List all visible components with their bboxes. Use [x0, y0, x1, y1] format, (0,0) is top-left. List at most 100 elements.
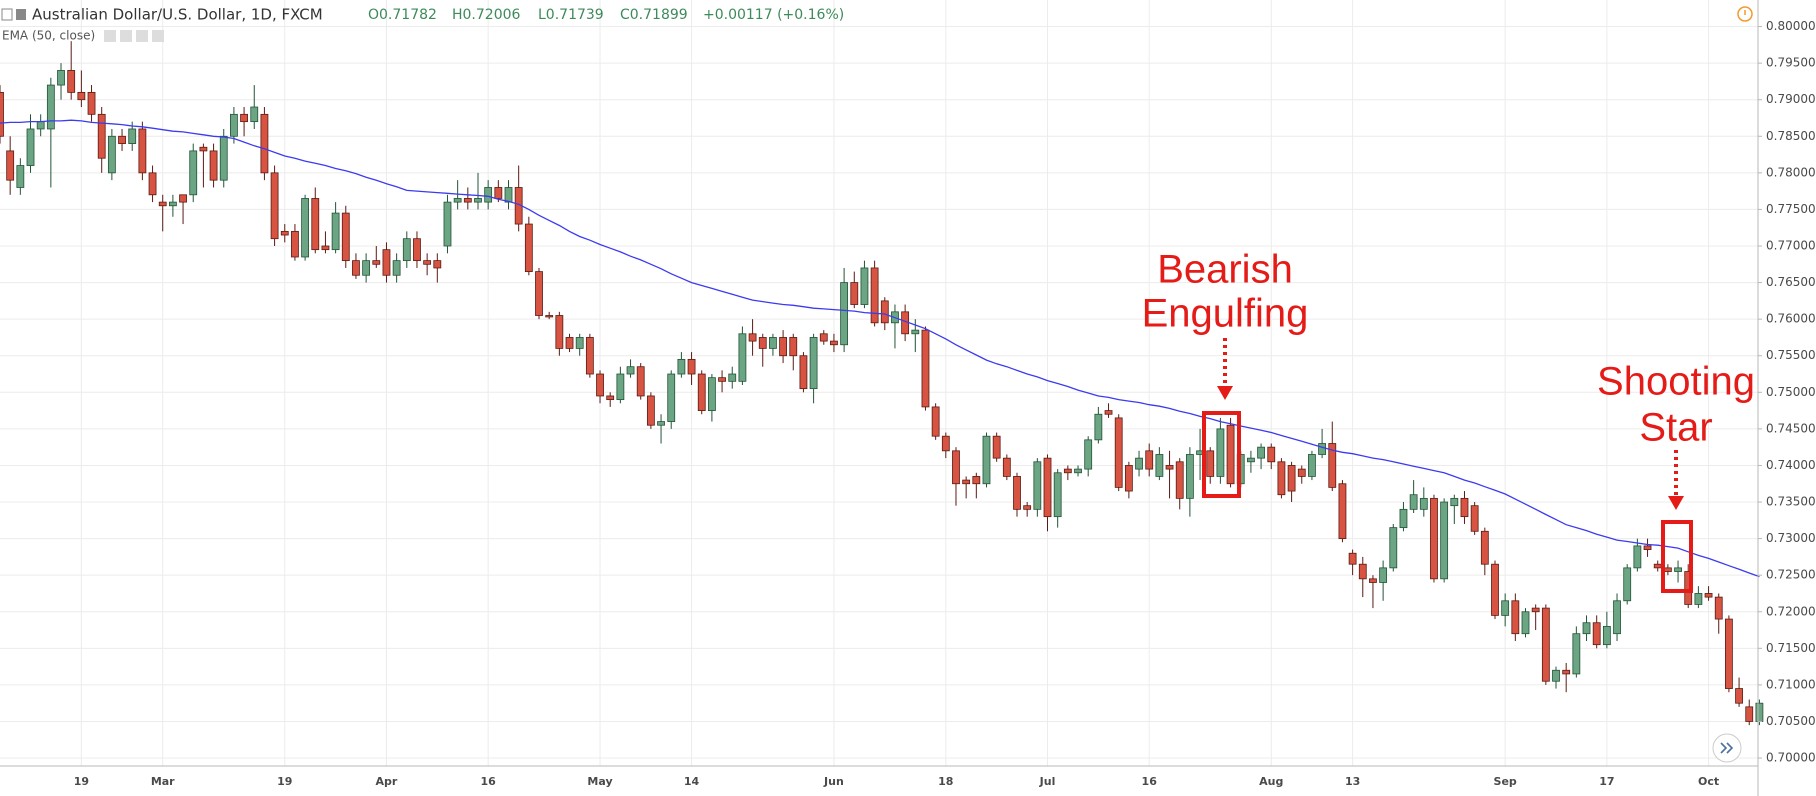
candle-body: [982, 435, 991, 485]
candle-body: [1531, 607, 1540, 613]
annotation: Shooting: [1597, 360, 1755, 404]
high-value: H0.72006: [452, 7, 521, 23]
x-tick-label: 16: [1142, 775, 1158, 788]
candle-body: [1053, 472, 1062, 518]
candle-body: [1511, 600, 1520, 635]
candle-body: [1277, 461, 1286, 496]
y-tick-label: 0.75000: [1766, 385, 1816, 399]
candle-body: [1541, 607, 1550, 682]
candle-body: [1308, 454, 1316, 477]
candle-body: [1409, 494, 1418, 510]
x-tick-label: 18: [938, 775, 953, 788]
candle-body: [1328, 443, 1337, 488]
candle-body: [657, 421, 665, 426]
x-tick-label: 14: [684, 775, 700, 788]
indicator-button[interactable]: [152, 30, 164, 42]
candle-body: [1013, 476, 1021, 510]
annotation: Engulfing: [1142, 292, 1309, 336]
candle-body: [860, 267, 869, 305]
candle-body: [1582, 622, 1591, 635]
candle-body: [1592, 622, 1601, 646]
icon[interactable]: [16, 9, 26, 20]
indicator-button[interactable]: [120, 30, 132, 42]
candle-body: [819, 333, 828, 342]
candle-body: [1552, 669, 1560, 682]
candle-body: [667, 373, 676, 422]
candle-body: [1043, 457, 1052, 518]
scroll-icon: [1720, 742, 1734, 754]
y-tick-label: 0.73000: [1766, 531, 1816, 545]
indicator-button[interactable]: [136, 30, 148, 42]
open-value: O0.71782: [368, 7, 437, 23]
x-tick-label: Oct: [1698, 775, 1719, 788]
y-tick-label: 0.71500: [1766, 641, 1816, 655]
candle-body: [972, 476, 981, 485]
candle-body: [1430, 497, 1438, 580]
candle-body: [189, 150, 198, 196]
candle-body: [1480, 530, 1489, 565]
low-value: L0.71739: [538, 7, 604, 23]
candle-body: [1399, 508, 1408, 529]
candle-body: [779, 337, 787, 357]
highlight-box: [1202, 411, 1241, 498]
candle-body: [57, 70, 65, 86]
candle-body: [16, 165, 25, 188]
candle-body: [555, 315, 564, 349]
candle-body: [1206, 450, 1215, 477]
candle-body: [1369, 578, 1377, 583]
candle-body: [535, 271, 543, 316]
y-tick-label: 0.73500: [1766, 495, 1816, 509]
indicator-button[interactable]: [104, 30, 116, 42]
y-tick-label: 0.72500: [1766, 568, 1816, 582]
candle-body: [158, 201, 167, 207]
candle-body: [708, 377, 716, 411]
candle-body: [1389, 527, 1398, 569]
candle-body: [565, 337, 574, 349]
candle-body: [830, 340, 838, 346]
candle-body: [687, 358, 696, 375]
candle-body: [911, 329, 920, 335]
alert-icon[interactable]: [1737, 6, 1753, 22]
candle-body: [1491, 563, 1499, 616]
candle-body: [931, 406, 940, 437]
candle-body: [1440, 501, 1449, 580]
candle-body: [36, 121, 45, 130]
candle-body: [850, 282, 859, 305]
y-tick-label: 0.70500: [1766, 714, 1816, 728]
x-tick-label: Apr: [376, 775, 398, 788]
candle-body: [677, 358, 686, 375]
indicator-label: EMA (50, close): [2, 29, 95, 43]
icon[interactable]: [1, 8, 13, 21]
candle-body: [1348, 552, 1357, 565]
candle-body: [616, 373, 625, 401]
candle-body: [1033, 461, 1042, 510]
candle-body: [463, 198, 472, 203]
candle-body: [280, 230, 289, 236]
y-tick-label: 0.76000: [1766, 312, 1816, 326]
y-tick-label: 0.75500: [1766, 348, 1816, 362]
candle-body: [941, 435, 950, 452]
annotation: Bearish: [1157, 248, 1293, 292]
candle-body: [524, 223, 533, 273]
candle-body: [260, 113, 269, 174]
candle-body: [1074, 468, 1082, 474]
x-tick-label: 13: [1345, 775, 1360, 788]
y-tick-label: 0.76500: [1766, 275, 1816, 289]
ema-line: [0, 119, 1760, 578]
candle-body: [1419, 497, 1428, 510]
candle-body: [209, 150, 218, 181]
x-tick-label: Sep: [1494, 775, 1517, 788]
candle-body: [1063, 468, 1072, 474]
candle-body: [758, 337, 767, 349]
candle-body: [270, 172, 279, 240]
candle-body: [1470, 505, 1479, 532]
candle-body: [453, 198, 462, 203]
candle-body: [107, 135, 116, 174]
x-tick-label: Jun: [823, 775, 844, 788]
candle-body: [372, 260, 381, 265]
candle-body: [1247, 457, 1255, 463]
candle-body: [596, 373, 604, 397]
candle-body: [1653, 563, 1662, 569]
candle-body: [718, 377, 726, 382]
candle-body: [962, 479, 971, 485]
